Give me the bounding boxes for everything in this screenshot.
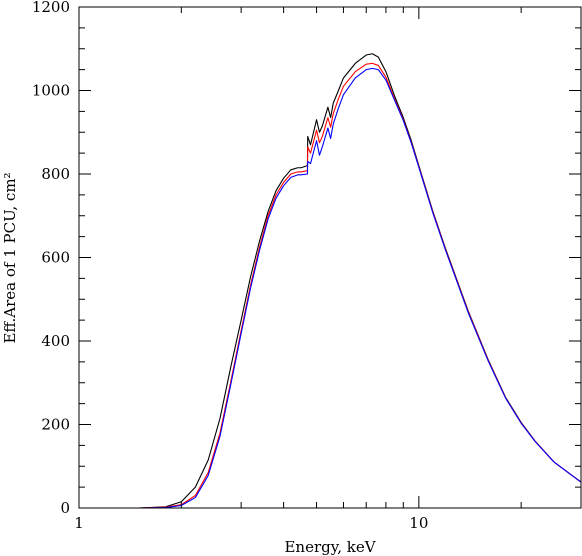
ticks-layer (78, 6, 582, 509)
x-tick-label: 1 (74, 514, 84, 532)
plot-frame (78, 6, 582, 509)
y-tick-label: 1000 (32, 82, 70, 100)
y-axis-title: Eff.Area of 1 PCU, cm² (1, 172, 19, 343)
series-line-3 (138, 67, 582, 509)
x-tick-label: 10 (409, 514, 428, 532)
series-layer (138, 53, 582, 509)
y-tick-label: 400 (41, 332, 70, 350)
y-tick-label: 600 (41, 249, 70, 267)
y-tick-label: 200 (41, 416, 70, 434)
x-axis-title: Energy, keV (284, 538, 376, 556)
y-tick-label: 1200 (32, 0, 70, 16)
y-tick-label: 800 (41, 165, 70, 183)
y-tick-label: 0 (60, 499, 70, 517)
labels-layer: 0 200 400 600 800 1000 1200 1 10 (32, 0, 429, 532)
